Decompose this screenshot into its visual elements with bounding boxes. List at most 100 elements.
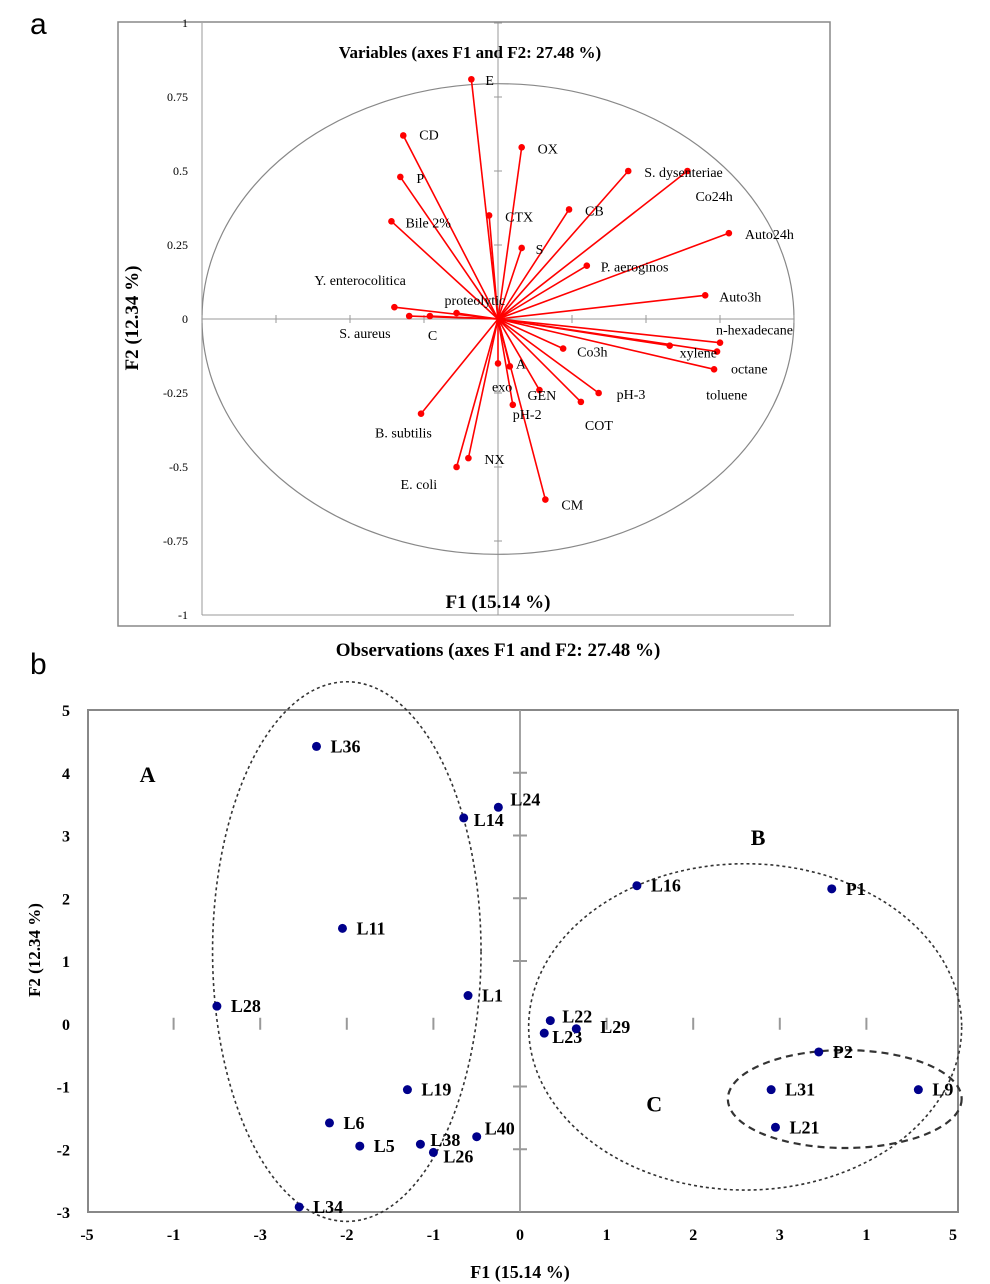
observation-point-l1	[463, 991, 473, 1001]
label-s-aureus: S. aureus	[339, 327, 390, 342]
vector-point-octane	[713, 348, 721, 355]
observation-label-l1: L1	[482, 986, 503, 1006]
vector-point-ctx	[485, 212, 493, 219]
vector-point-bile-2	[388, 218, 395, 225]
observation-point-l38	[415, 1139, 425, 1149]
observation-point-l29	[571, 1024, 581, 1034]
vector-point-ph-2	[509, 401, 517, 409]
vector-point-cd	[399, 132, 407, 139]
panel-a-letter: a	[30, 8, 47, 41]
group-label-b: B	[751, 825, 766, 850]
observation-point-l16	[632, 881, 642, 891]
group-ellipse-a	[211, 680, 482, 1223]
label-auto3h: Auto3h	[719, 290, 761, 305]
vector-p-aeroginos	[497, 265, 588, 320]
observation-point-l36	[311, 741, 321, 751]
chart-a-y-tick-label: -0.25	[163, 386, 188, 400]
vector-point-e-coli	[453, 463, 460, 471]
label-bile-2: Bile 2%	[405, 216, 451, 231]
vector-point-y-enterocolitica	[391, 303, 398, 311]
vector-point-n-hexadecane	[716, 339, 724, 346]
label-y-enterocolitica: Y. enterocolitica	[314, 274, 406, 289]
chart-a-frame	[117, 21, 831, 627]
chart-a-xlabel: F1 (15.14 %)	[445, 592, 550, 613]
vector-point-s	[518, 244, 525, 252]
chart-b-title: Observations (axes F1 and F2: 27.48 %)	[336, 640, 661, 661]
vector-point-co24h	[684, 167, 691, 175]
chart-b-y-tick-label: 3	[62, 829, 70, 846]
vector-ph-2	[497, 318, 514, 405]
observation-point-l21	[770, 1122, 780, 1132]
observation-label-l24: L24	[510, 789, 540, 809]
vector-cd	[402, 135, 499, 320]
chart-b-x-tick-label: 5	[949, 1227, 957, 1244]
vector-co24h	[497, 170, 688, 320]
vector-point-auto3h	[701, 292, 709, 299]
chart-b-groups: A B C	[140, 680, 963, 1223]
vector-ph-3	[497, 318, 600, 394]
chart-a-x-tick-label: -0.25	[412, 628, 437, 630]
chart-b-axes: -5 -1 -3 -2 -1 0 1 2 3 1 5 5 4 3 2 1 0 -1 -2 -3	[57, 703, 957, 1244]
vector-bile-2	[390, 220, 499, 320]
observation-point-l19	[402, 1085, 412, 1095]
chart-a-vectors	[388, 75, 733, 503]
vector-e-coli	[455, 318, 499, 468]
observation-label-l29: L29	[600, 1017, 630, 1037]
label-cd: CD	[419, 128, 438, 143]
vector-gen	[497, 318, 541, 391]
vector-point-cm	[542, 496, 549, 503]
chart-b-x-tick-label: -5	[80, 1227, 93, 1244]
label-octane: octane	[731, 363, 768, 378]
chart-a-x-tick-label: 0.25	[562, 628, 583, 630]
chart-b-ylabel: F2 (12.34 %)	[25, 903, 44, 997]
label-co3h: Co3h	[577, 346, 607, 361]
label-proteolytic: proteolytic	[445, 294, 506, 309]
observation-label-l38: L38	[430, 1130, 460, 1150]
label-s-dysenteriae: S. dysenteriae	[644, 166, 723, 181]
chart-a-x-tick-label: 0	[495, 628, 501, 630]
chart-a-y-tick-label: -1	[178, 608, 188, 622]
observation-label-l11: L11	[356, 918, 385, 938]
vector-b-subtilis	[420, 318, 499, 415]
observation-label-l31: L31	[785, 1080, 815, 1100]
observation-point-l31	[766, 1085, 776, 1095]
label-ox: OX	[538, 142, 558, 157]
label-ctx: CTX	[505, 210, 533, 225]
vector-point-p	[397, 173, 404, 181]
observation-label-l34: L34	[313, 1197, 343, 1217]
observation-label-l36: L36	[330, 736, 360, 756]
group-ellipse-b	[527, 862, 963, 1191]
label-p-aeroginos: P. aeroginos	[601, 261, 669, 276]
vector-point-co3h	[559, 345, 567, 352]
observations-chart: Observations (axes F1 and F2: 27.48 %) -…	[25, 640, 963, 1283]
label-s: S	[536, 243, 544, 258]
vector-p	[399, 176, 499, 320]
chart-b-y-tick-label: 0	[62, 1017, 70, 1034]
vector-point-exo	[494, 360, 502, 367]
vector-s-dysenteriae	[497, 170, 629, 320]
chart-a-x-tick-label: -0.5	[341, 628, 360, 630]
observation-point-l9	[913, 1085, 923, 1095]
chart-b-x-tick-label: -1	[427, 1227, 440, 1244]
chart-a-y-tick-label: 1	[182, 16, 188, 30]
vector-cb	[497, 209, 570, 320]
label-nx: NX	[484, 453, 504, 468]
observation-label-l28: L28	[231, 996, 261, 1016]
chart-b-y-tick-label: -2	[57, 1142, 70, 1159]
observation-point-l40	[472, 1132, 482, 1142]
chart-b-x-tick-label: -3	[254, 1227, 267, 1244]
observation-label-l26: L26	[443, 1146, 473, 1166]
chart-b-y-tick-label: 4	[62, 766, 70, 783]
chart-a-x-tick-label: 0.75	[710, 628, 731, 630]
observation-point-p1	[827, 884, 837, 894]
vector-auto24h	[497, 232, 730, 320]
chart-b-x-tick-label: -1	[167, 1227, 180, 1244]
vector-e	[470, 79, 499, 320]
vector-c	[429, 315, 499, 320]
observation-point-l34	[294, 1202, 304, 1212]
vector-ox	[497, 147, 523, 320]
label-toluene: toluene	[706, 388, 747, 403]
observation-label-p1: P1	[846, 879, 866, 899]
label-n-hexadecane: n-hexadecane	[716, 324, 793, 339]
